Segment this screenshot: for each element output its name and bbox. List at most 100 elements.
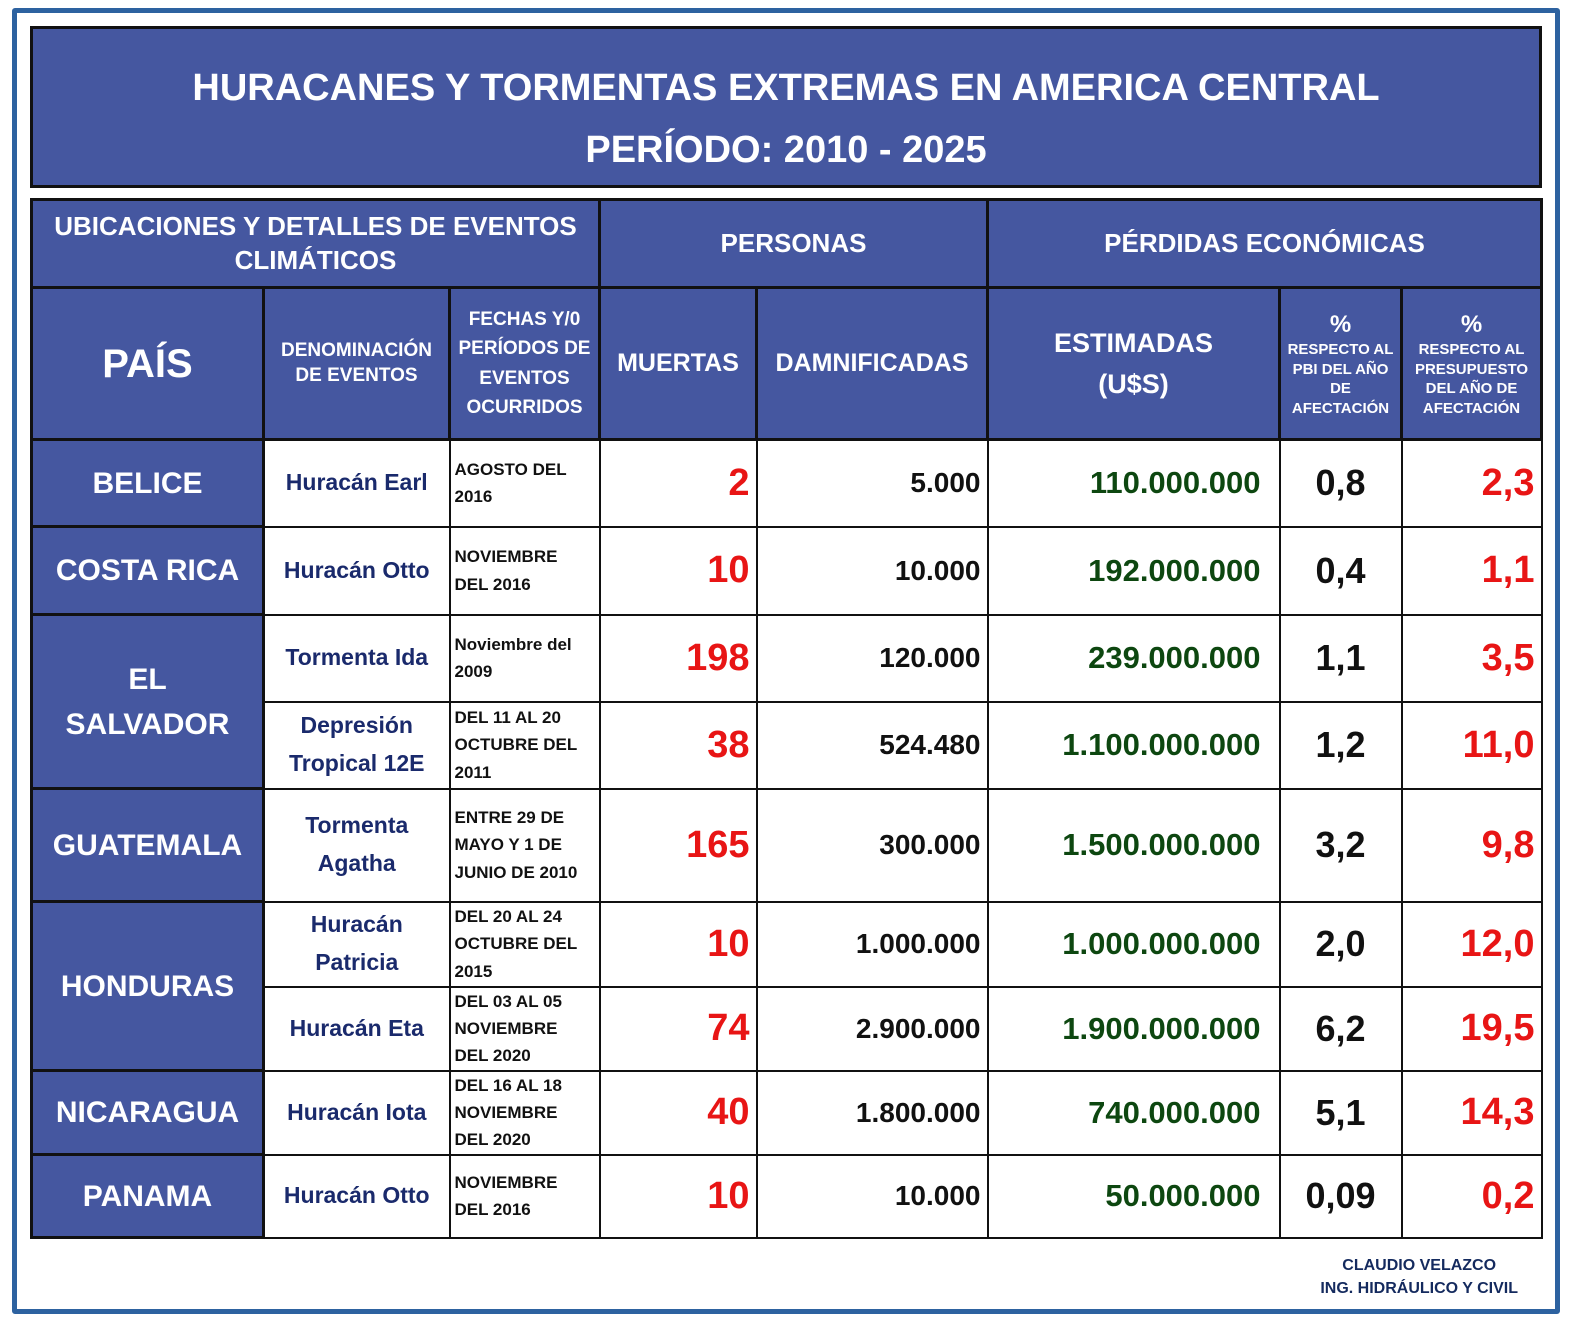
header-fechas: FECHAS Y/0 PERÍODOS DE EVENTOS OCURRIDOS [448,286,601,441]
event-name: Tormenta Agatha [262,787,451,903]
header-group-location: UBICACIONES Y DETALLES DE EVENTOS CLIMÁT… [30,198,601,289]
hurricane-table: UBICACIONES Y DETALLES DE EVENTOS CLIMÁT… [30,198,1543,1239]
header-muertas: MUERTAS [598,286,758,441]
pct-pbi: 0,8 [1278,438,1403,528]
economic-loss: 110.000.000 [986,438,1281,528]
dead-count: 10 [598,1153,758,1239]
header-group-economic: PÉRDIDAS ECONÓMICAS [986,198,1543,289]
table-row: Depresión Tropical 12E DEL 11 AL 20 OCTUB… [32,700,1543,790]
event-date: AGOSTO DEL 2016 [448,438,601,528]
author-credit: CLAUDIO VELAZCO ING. HIDRÁULICO Y CIVIL [1320,1254,1518,1300]
event-name: Depresión Tropical 12E [262,700,451,790]
pct-budget: 1,1 [1400,525,1543,616]
event-date: DEL 03 AL 05 NOVIEMBRE DEL 2020 [448,985,601,1072]
event-date: DEL 16 AL 18 NOVIEMBRE DEL 2020 [448,1069,601,1156]
dead-count: 165 [598,787,758,903]
event-date: Noviembre del 2009 [448,613,601,703]
table-row: BELICE Huracán Earl AGOSTO DEL 2016 2 5.000 1… [30,438,1543,528]
affected-count: 5.000 [755,438,989,528]
affected-count: 524.480 [755,700,989,790]
affected-count: 10.000 [755,1153,989,1239]
affected-count: 1.800.000 [755,1069,989,1156]
affected-count: 10.000 [755,525,989,616]
pct-budget: 9,8 [1400,787,1543,903]
header-group-people: PERSONAS [598,198,989,289]
table-row: PANAMA Huracán Otto NOVIEMBRE DEL 2016 10 10… [30,1153,1543,1239]
event-date: DEL 20 AL 24 OCTUBRE DEL 2015 [448,900,601,988]
event-name: Huracán Eta [262,985,451,1072]
event-name: Huracán Otto [262,525,451,616]
affected-count: 120.000 [755,613,989,703]
author-name: CLAUDIO VELAZCO [1342,1257,1497,1274]
header-pct-pbi-text: RESPECTO AL PBI DEL AÑO DE AFECTACIÓN [1287,341,1394,417]
table-row: NICARAGUA Huracán Iota DEL 16 AL 18 NOVIEM… [30,1069,1543,1156]
pct-budget: 0,2 [1400,1153,1543,1239]
pct-pbi: 3,2 [1278,787,1403,903]
header-pct-pbi: % RESPECTO AL PBI DEL AÑO DE AFECTACIÓN [1278,286,1403,441]
pct-budget: 19,5 [1400,985,1543,1072]
country-name: COSTA RICA [30,525,265,616]
dead-count: 2 [598,438,758,528]
event-name: Huracán Otto [262,1153,451,1239]
economic-loss: 1.500.000.000 [986,787,1281,903]
header-pct-presupuesto-text: RESPECTO AL PRESUPUESTO DEL AÑO DE AFECT… [1414,341,1529,417]
event-date: DEL 11 AL 20 OCTUBRE DEL 2011 [448,700,601,790]
event-date: ENTRE 29 DE MAYO Y 1 DE JUNIO DE 2010 [448,787,601,903]
event-name: Huracán Iota [262,1069,451,1156]
dead-count: 10 [598,900,758,988]
country-name: BELICE [30,438,265,528]
header-denominacion: DENOMINACIÓN DE EVENTOS [262,286,451,441]
economic-loss: 1.900.000.000 [986,985,1281,1072]
economic-loss: 1.100.000.000 [986,700,1281,790]
title-line-1: HURACANES Y TORMENTAS EXTREMAS EN AMERIC… [192,67,1380,109]
economic-loss: 740.000.000 [986,1069,1281,1156]
country-name: NICARAGUA [30,1069,265,1156]
pct-budget: 14,3 [1400,1069,1543,1156]
affected-count: 2.900.000 [755,985,989,1072]
header-estimadas: ESTIMADAS (U$S) [986,286,1281,441]
event-date: NOVIEMBRE DEL 2016 [448,1153,601,1239]
pct-pbi: 5,1 [1278,1069,1403,1156]
pct-budget: 2,3 [1400,438,1543,528]
pct-pbi: 1,2 [1278,700,1403,790]
dead-count: 40 [598,1069,758,1156]
country-name: EL SALVADOR [30,613,265,790]
dead-count: 10 [598,525,758,616]
economic-loss: 192.000.000 [986,525,1281,616]
header-damnificadas: DAMNIFICADAS [755,286,989,441]
dead-count: 74 [598,985,758,1072]
pct-budget: 12,0 [1400,900,1543,988]
pct-pbi: 2,0 [1278,900,1403,988]
table-row: GUATEMALA Tormenta Agatha ENTRE 29 DE MAYO… [30,787,1543,903]
table-row: HONDURAS Huracán Patricia DEL 20 AL 24 OCT… [30,900,1543,1072]
table-row: Huracán Eta DEL 03 AL 05 NOVIEMBRE DEL 20… [32,985,1543,1072]
economic-loss: 1.000.000.000 [986,900,1281,988]
dead-count: 38 [598,700,758,790]
country-name: PANAMA [30,1153,265,1239]
title-box: HURACANES Y TORMENTAS EXTREMAS EN AMERIC… [30,26,1542,188]
event-name: Tormenta Ida [262,613,451,703]
pct-pbi: 6,2 [1278,985,1403,1072]
event-name: Huracán Patricia [262,900,451,988]
affected-count: 300.000 [755,787,989,903]
country-name: GUATEMALA [30,787,265,903]
pct-budget: 11,0 [1400,700,1543,790]
table-row: EL SALVADOR Tormenta Ida Noviembre del 200… [30,613,1543,790]
table-row: COSTA RICA Huracán Otto NOVIEMBRE DEL 2016… [30,525,1543,616]
country-name: HONDURAS [30,900,265,1072]
header-pct-presupuesto: % RESPECTO AL PRESUPUESTO DEL AÑO DE AFE… [1400,286,1543,441]
economic-loss: 239.000.000 [986,613,1281,703]
title-line-2: PERÍODO: 2010 - 2025 [585,129,987,171]
event-name: Huracán Earl [262,438,451,528]
pct-symbol: % [1329,310,1352,338]
pct-budget: 3,5 [1400,613,1543,703]
pct-symbol: % [1460,310,1483,338]
pct-pbi: 1,1 [1278,613,1403,703]
pct-pbi: 0,09 [1278,1153,1403,1239]
economic-loss: 50.000.000 [986,1153,1281,1239]
author-profession: ING. HIDRÁULICO Y CIVIL [1320,1280,1518,1297]
pct-pbi: 0,4 [1278,525,1403,616]
event-date: NOVIEMBRE DEL 2016 [448,525,601,616]
header-pais: PAÍS [30,286,265,441]
dead-count: 198 [598,613,758,703]
